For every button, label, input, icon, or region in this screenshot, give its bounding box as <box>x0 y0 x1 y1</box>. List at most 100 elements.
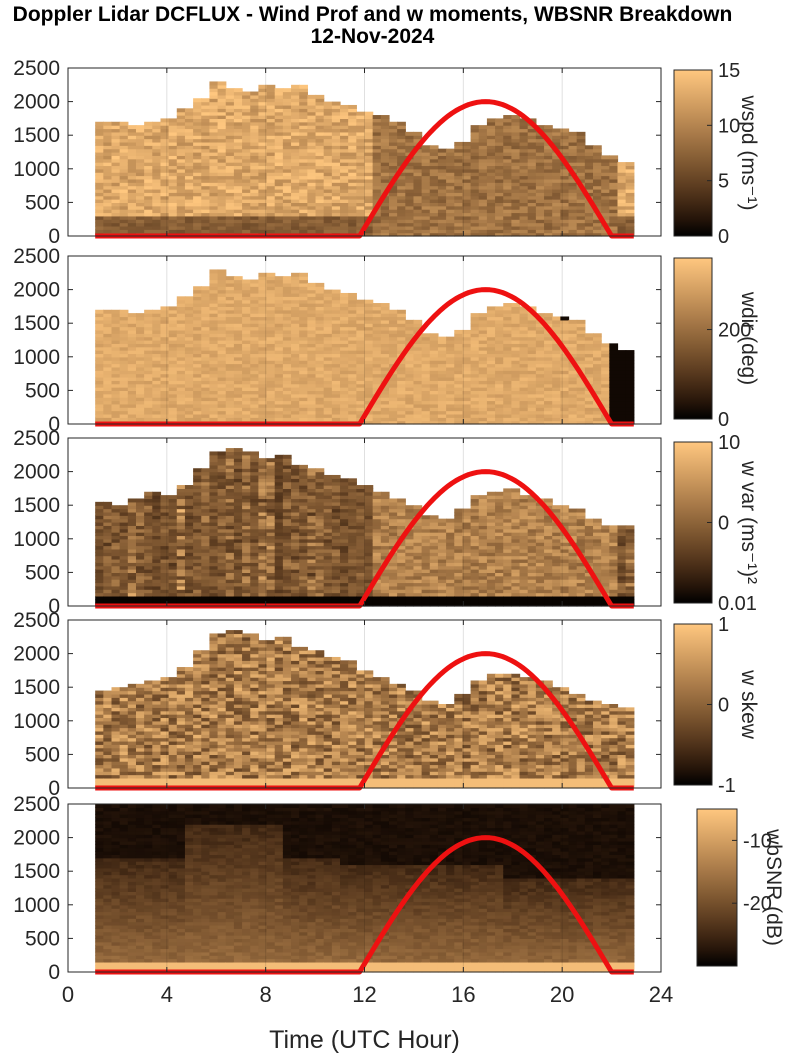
heat-cell <box>274 350 284 355</box>
heat-cell <box>160 185 170 190</box>
heat-cell <box>152 413 162 418</box>
heat-cell <box>184 319 194 324</box>
heat-cell <box>119 135 129 140</box>
heat-cell <box>274 219 284 224</box>
heat-cell <box>348 138 357 143</box>
heat-cell <box>413 199 423 203</box>
heat-cell <box>135 215 145 220</box>
heat-cell <box>184 316 194 321</box>
heat-cell <box>584 222 594 227</box>
heat-cell <box>364 162 374 167</box>
heat-cell <box>201 313 211 318</box>
heat-cell <box>233 118 243 123</box>
heat-cell <box>291 366 300 371</box>
heat-cell <box>511 225 521 230</box>
heat-cell <box>225 313 235 318</box>
heat-cell <box>209 199 219 203</box>
heat-cell <box>527 188 537 193</box>
heat-cell <box>209 413 219 418</box>
heat-cell <box>617 350 627 355</box>
heat-cell <box>413 182 423 187</box>
heat-cell <box>315 108 325 113</box>
heat-cell <box>184 202 194 207</box>
heat-cell <box>576 162 586 167</box>
heat-cell <box>413 212 423 217</box>
heat-cell <box>299 303 308 307</box>
heat-cell <box>266 356 276 361</box>
heat-cell <box>160 373 170 378</box>
heat-cell <box>242 158 251 163</box>
heat-cell <box>144 178 153 183</box>
heat-cell <box>299 152 308 156</box>
heat-cell <box>478 125 488 130</box>
heat-cell <box>242 289 251 294</box>
heat-cell <box>282 175 292 180</box>
heat-cell <box>356 162 366 167</box>
heat-cell <box>364 115 374 119</box>
heat-cell <box>193 138 202 143</box>
heat-cell <box>176 199 186 203</box>
heat-cell <box>209 182 219 187</box>
heat-cell <box>495 145 504 150</box>
heat-cell <box>233 336 243 341</box>
heat-cell <box>176 410 186 415</box>
heat-cell <box>413 209 423 214</box>
heat-cell <box>364 209 374 214</box>
heat-cell <box>233 209 243 214</box>
heat-cell <box>495 138 504 143</box>
heat-cell <box>160 343 170 348</box>
heat-cell <box>160 158 170 163</box>
heat-cell <box>250 145 259 150</box>
heat-cell <box>421 192 431 197</box>
heat-cell <box>617 219 627 224</box>
heat-cell <box>429 155 439 160</box>
heat-cell <box>95 229 104 234</box>
heat-cell <box>242 178 251 183</box>
heat-cell <box>299 219 308 224</box>
heat-cell <box>299 387 308 391</box>
heat-cell <box>446 148 455 153</box>
heat-cell <box>95 135 104 140</box>
heat-cell <box>176 343 186 348</box>
heat-cell <box>184 400 194 405</box>
heat-cell <box>486 188 496 193</box>
heat-cell <box>225 309 235 314</box>
heat-cell <box>250 292 259 297</box>
heat-cell <box>282 343 292 348</box>
heat-cell <box>111 400 121 405</box>
heat-cell <box>527 165 537 170</box>
heat-cell <box>274 111 284 116</box>
heat-cell <box>209 410 219 415</box>
heat-cell <box>527 195 537 200</box>
heat-cell <box>242 292 251 297</box>
heat-cell <box>299 88 308 93</box>
heat-cell <box>307 222 317 227</box>
heat-cell <box>478 195 488 200</box>
heat-cell <box>315 148 325 153</box>
heat-cell <box>478 148 488 153</box>
heat-cell <box>470 188 480 193</box>
heat-cell <box>152 383 162 388</box>
heat-cell <box>144 215 153 220</box>
heat-cell <box>111 316 121 321</box>
heat-cell <box>258 125 268 130</box>
heat-cell <box>160 390 170 395</box>
heat-cell <box>176 202 186 207</box>
heat-cell <box>340 128 349 133</box>
heat-cell <box>511 162 521 167</box>
heat-cell <box>299 393 308 398</box>
heat-cell <box>421 148 431 153</box>
heat-cell <box>291 108 300 113</box>
heat-cell <box>193 158 202 163</box>
heat-cell <box>233 309 243 314</box>
heat-cell <box>258 215 268 220</box>
heat-cell <box>478 141 488 146</box>
heat-cell <box>462 172 472 177</box>
heat-cell <box>299 413 308 418</box>
heat-cell <box>307 397 317 402</box>
heat-cell <box>242 91 251 96</box>
heat-cell <box>95 363 104 368</box>
heat-cell <box>413 229 423 234</box>
heat-cell <box>242 185 251 190</box>
heat-cell <box>258 229 268 234</box>
